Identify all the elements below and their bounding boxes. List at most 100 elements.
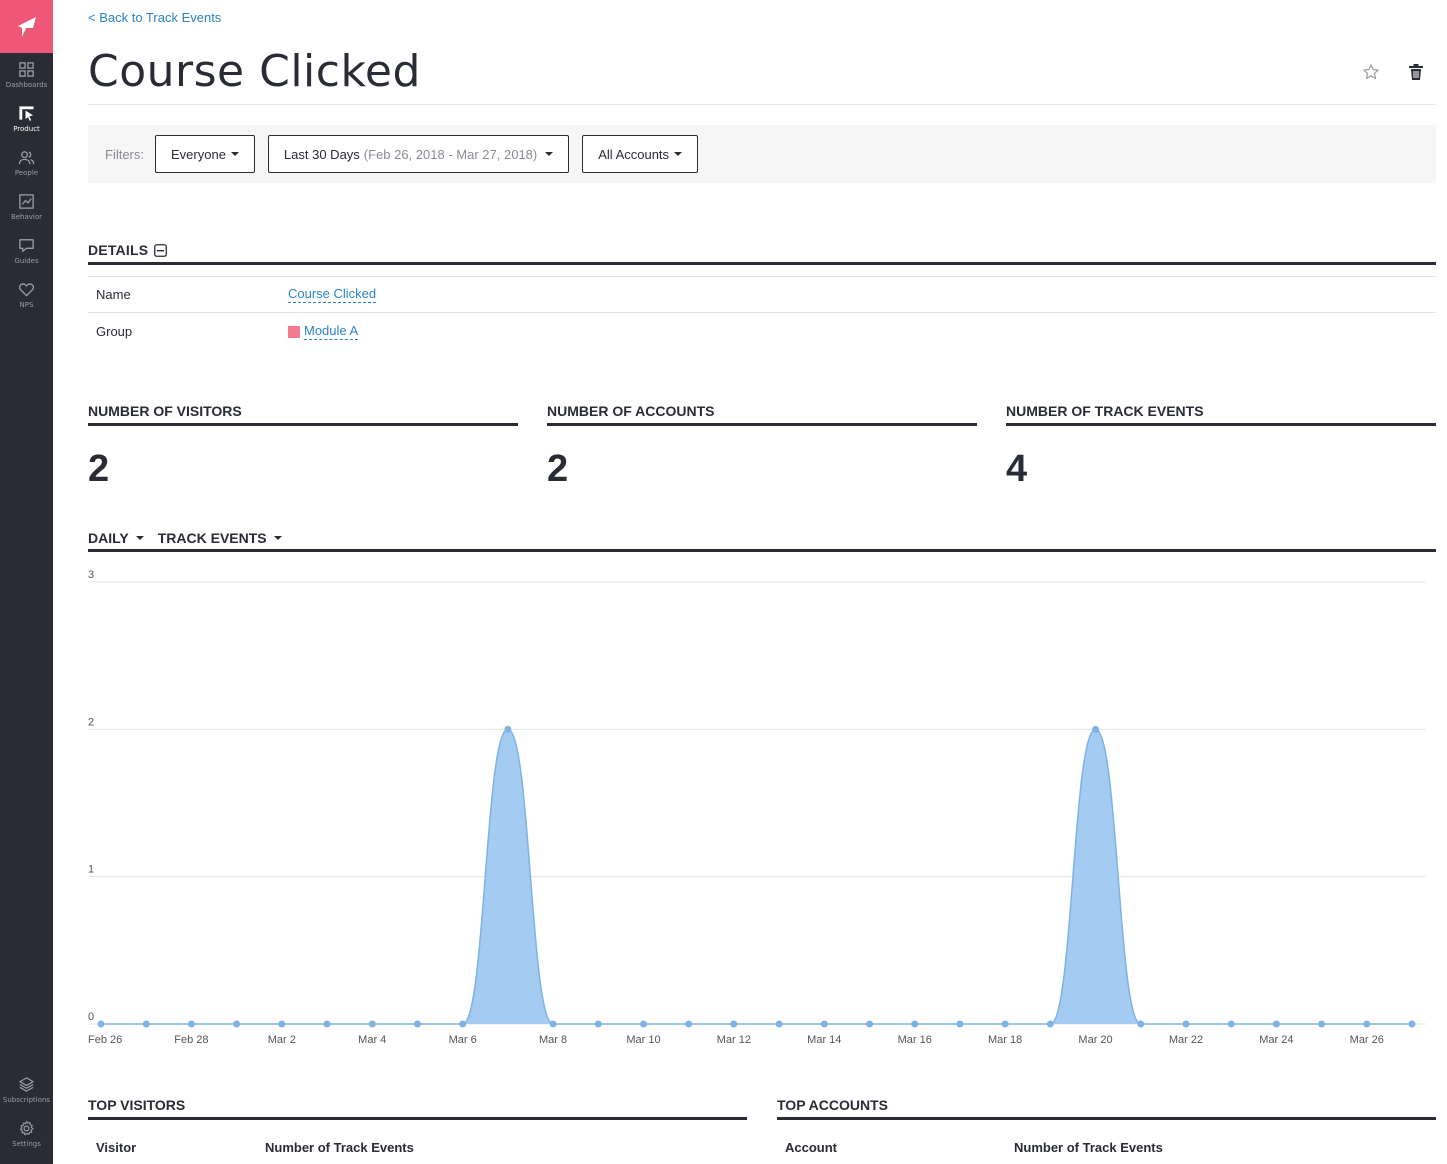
data-point[interactable] [1046,1020,1054,1028]
y-tick-label: 0 [88,1011,94,1023]
chart-metric-dropdown[interactable]: TRACK EVENTS [158,530,282,546]
sidebar-item-nps[interactable]: NPS [0,273,53,317]
heart-icon [18,281,35,298]
column-header[interactable]: Number of Track Events [1014,1140,1163,1155]
back-to-track-events-link[interactable]: < Back to Track Events [88,10,222,25]
data-point[interactable] [685,1020,693,1028]
metric-visitors: NUMBER OF VISITORS 2 [88,403,518,491]
details-row-name: Name Course Clicked [88,276,1436,313]
data-point[interactable] [1408,1020,1416,1028]
data-point[interactable] [413,1020,421,1028]
metric-label: NUMBER OF ACCOUNTS [547,403,977,426]
accounts-filter-dropdown[interactable]: All Accounts [582,135,699,173]
chart-metric-value: TRACK EVENTS [157,530,267,546]
star-icon[interactable] [1362,63,1380,81]
y-tick-label: 1 [88,864,94,876]
title-actions [1362,63,1424,81]
data-point[interactable] [97,1020,105,1028]
data-point[interactable] [639,1020,647,1028]
sidebar-item-label: NPS [19,301,34,309]
title-divider [88,104,1436,105]
segment-filter-value: Everyone [171,146,226,162]
data-point[interactable] [1001,1020,1009,1028]
data-point[interactable] [594,1020,602,1028]
track-events-chart: 0 1 2 3 Feb 26 Feb 28 Mar 2 Mar 4 Mar 6 Mar 8 Mar … [88,569,1426,1046]
details-key: Group [96,324,133,339]
data-point[interactable] [911,1020,919,1028]
sidebar-item-label: Dashboards [5,81,48,89]
data-point[interactable] [368,1020,376,1028]
data-point[interactable] [233,1020,241,1028]
column-header[interactable]: Account [785,1140,837,1155]
x-tick-label: Mar 12 [717,1034,751,1046]
sidebar-item-label: People [14,169,39,177]
x-tick-label: Mar 22 [1169,1034,1203,1046]
data-point[interactable] [459,1020,467,1028]
data-point[interactable] [1137,1020,1145,1028]
details-group-link[interactable]: Module A [304,323,359,340]
sidebar-item-label: Behavior [10,213,43,221]
data-point[interactable] [504,725,512,733]
sidebar-item-dashboards[interactable]: Dashboards [0,53,53,97]
date-range-dropdown[interactable]: Last 30 Days (Feb 26, 2018 - Mar 27, 201… [267,135,570,173]
x-tick-label: Mar 16 [898,1034,932,1046]
details-name-link[interactable]: Course Clicked [288,286,377,303]
sidebar-item-product[interactable]: Product [0,97,53,141]
segment-filter-dropdown[interactable]: Everyone [155,135,255,173]
sidebar-item-label: Subscriptions [2,1096,51,1104]
x-tick-label: Mar 6 [449,1034,477,1046]
chart-controls: DAILY TRACK EVENTS [88,530,1436,546]
x-tick-label: Mar 24 [1259,1034,1293,1046]
app-logo[interactable] [0,0,53,53]
sidebar-item-behavior[interactable]: Behavior [0,185,53,229]
caret-down-icon [273,536,282,540]
collapse-icon[interactable] [154,243,168,257]
data-point[interactable] [1227,1020,1235,1028]
data-point[interactable] [1182,1020,1190,1028]
details-heading: DETAILS [88,242,168,258]
interval-dropdown[interactable]: DAILY [88,530,144,546]
page-title: Course Clicked [88,46,421,97]
top-accounts-heading: TOP ACCOUNTS [777,1097,1436,1120]
sidebar-item-people[interactable]: People [0,141,53,185]
data-point[interactable] [1092,725,1100,733]
data-point[interactable] [323,1020,331,1028]
column-header[interactable]: Number of Track Events [265,1140,414,1155]
top-visitors-header-row: Visitor Number of Track Events [96,1140,414,1155]
sidebar-item-subscriptions[interactable]: Subscriptions [0,1068,53,1112]
sidebar-item-settings[interactable]: Settings [0,1112,53,1156]
data-point[interactable] [142,1020,150,1028]
column-header[interactable]: Visitor [96,1140,137,1155]
gear-icon [18,1120,35,1137]
trash-icon[interactable] [1408,63,1424,81]
series-line [100,728,1412,1025]
data-point[interactable] [1363,1020,1371,1028]
sidebar: Dashboards Product People Behavior Guides NPS… [0,0,53,1164]
caret-down-icon [545,152,554,156]
guides-icon [18,237,35,254]
data-point[interactable] [1318,1020,1326,1028]
data-point[interactable] [820,1020,828,1028]
data-point[interactable] [866,1020,874,1028]
accounts-filter-value: All Accounts [598,146,670,162]
x-tick-label: Mar 2 [268,1034,296,1046]
layers-icon [18,1076,35,1093]
data-point[interactable] [775,1020,783,1028]
x-tick-label: Mar 26 [1350,1034,1384,1046]
data-point[interactable] [278,1020,286,1028]
metric-track-events: NUMBER OF TRACK EVENTS 4 [1006,403,1436,491]
data-point[interactable] [187,1020,195,1028]
data-point[interactable] [1272,1020,1280,1028]
x-tick-label: Feb 26 [88,1034,122,1046]
x-tick-label: Feb 28 [174,1034,208,1046]
data-point[interactable] [956,1020,964,1028]
x-tick-label: Mar 14 [807,1034,841,1046]
data-point[interactable] [730,1020,738,1028]
sidebar-item-guides[interactable]: Guides [0,229,53,273]
x-tick-label: Mar 20 [1078,1034,1112,1046]
caret-down-icon [674,152,683,156]
data-point[interactable] [549,1020,557,1028]
people-icon [18,149,35,166]
metric-value: 2 [88,448,110,490]
top-visitors-heading: TOP VISITORS [88,1097,747,1120]
